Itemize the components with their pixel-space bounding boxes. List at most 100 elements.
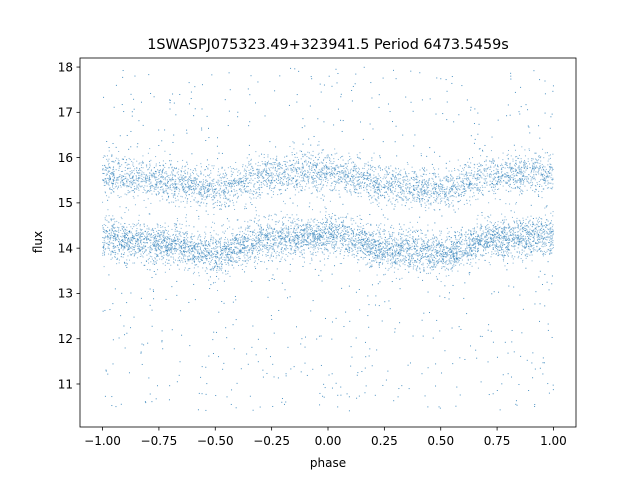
data-point <box>196 264 198 266</box>
data-point <box>439 234 441 236</box>
data-point <box>355 238 357 240</box>
data-point <box>262 232 264 234</box>
data-point <box>519 229 521 231</box>
data-point <box>166 262 168 264</box>
data-point <box>354 243 356 245</box>
data-point <box>520 258 522 260</box>
data-point <box>456 245 458 247</box>
data-point <box>385 267 387 269</box>
data-point <box>231 260 233 262</box>
data-point <box>141 233 142 235</box>
data-point <box>183 251 185 253</box>
data-point <box>394 263 396 265</box>
data-point <box>474 249 476 251</box>
data-point <box>149 246 151 248</box>
data-point <box>417 265 419 267</box>
data-point <box>491 253 493 255</box>
data-point <box>302 244 304 246</box>
data-point <box>288 226 290 228</box>
data-point <box>339 250 341 252</box>
data-point <box>313 239 315 241</box>
data-point <box>266 235 268 237</box>
data-point <box>155 246 157 248</box>
data-point <box>480 255 482 257</box>
data-point <box>301 239 303 241</box>
data-point <box>114 233 116 235</box>
data-point <box>203 262 205 264</box>
data-point <box>277 232 279 234</box>
data-point <box>471 250 473 252</box>
data-point <box>272 232 274 234</box>
data-point <box>456 258 458 260</box>
data-point <box>280 260 282 262</box>
data-point <box>204 241 206 243</box>
data-point <box>179 261 181 263</box>
data-point <box>310 228 312 230</box>
data-point <box>258 237 260 239</box>
data-point <box>490 214 492 216</box>
data-point <box>269 227 271 229</box>
data-point <box>522 259 524 261</box>
data-point <box>182 244 184 246</box>
data-point <box>503 233 505 235</box>
data-point <box>532 248 534 250</box>
data-point <box>497 254 499 256</box>
data-point <box>400 246 402 248</box>
data-point <box>239 241 241 243</box>
data-point <box>502 249 504 251</box>
data-point <box>219 240 221 242</box>
data-point <box>122 239 124 241</box>
data-point <box>148 262 150 264</box>
data-point <box>450 268 452 270</box>
data-point <box>460 240 462 242</box>
data-point <box>251 243 253 245</box>
data-point <box>479 236 481 238</box>
data-point <box>411 243 413 245</box>
data-point <box>301 233 303 235</box>
data-point <box>422 264 424 266</box>
data-point <box>181 259 183 261</box>
data-point <box>343 257 345 259</box>
data-point <box>234 253 236 255</box>
data-point <box>443 252 445 254</box>
data-point <box>506 250 508 252</box>
data-point <box>216 256 218 258</box>
data-point <box>127 239 129 241</box>
data-point <box>444 241 446 243</box>
data-point <box>546 232 548 234</box>
data-point <box>282 217 283 219</box>
data-point <box>317 229 319 231</box>
data-point <box>379 245 381 247</box>
data-point <box>481 225 483 227</box>
data-point <box>285 248 287 250</box>
data-point <box>525 230 527 232</box>
data-point <box>343 238 345 240</box>
data-point <box>228 258 230 260</box>
data-point <box>231 233 233 235</box>
data-point <box>221 252 223 254</box>
data-point <box>315 234 317 235</box>
data-point <box>280 258 282 260</box>
data-point <box>258 219 260 221</box>
data-point <box>547 235 549 237</box>
data-point <box>383 252 385 254</box>
data-point <box>493 253 495 255</box>
data-point <box>485 249 487 251</box>
data-point <box>414 248 416 250</box>
data-point <box>283 240 285 242</box>
data-point <box>458 259 460 261</box>
data-point <box>328 224 330 226</box>
data-point <box>204 231 206 233</box>
data-point <box>150 237 152 239</box>
data-point <box>335 229 337 231</box>
data-point <box>299 255 301 257</box>
data-point <box>110 258 112 260</box>
data-point <box>382 230 384 232</box>
data-point <box>127 240 129 242</box>
data-point <box>447 250 449 252</box>
data-point <box>375 255 377 257</box>
data-point <box>162 239 164 241</box>
data-point <box>490 238 492 240</box>
data-point <box>365 241 367 243</box>
